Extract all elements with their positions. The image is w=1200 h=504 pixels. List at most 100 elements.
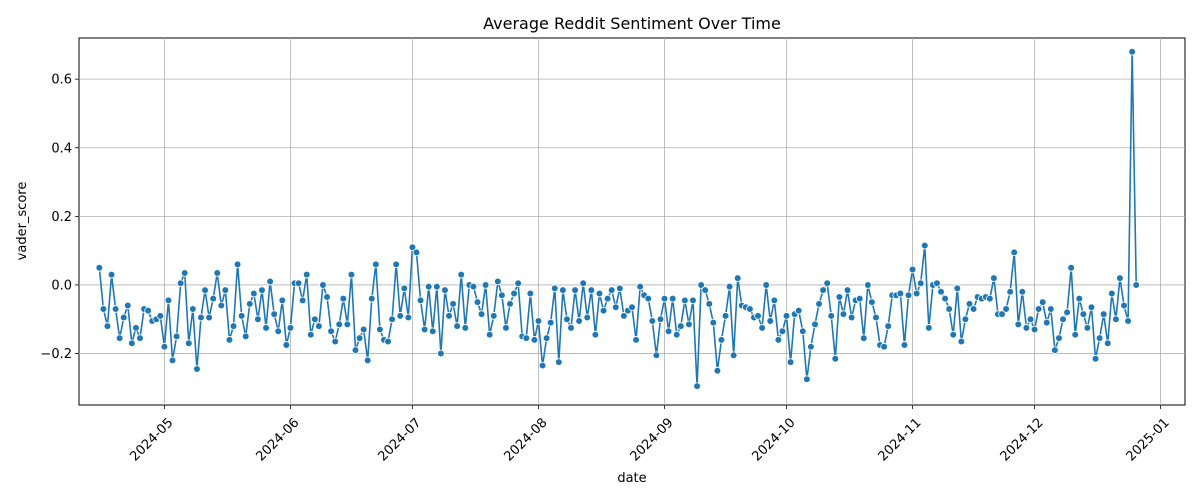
data-point — [754, 312, 762, 320]
data-point — [233, 260, 242, 269]
data-point — [168, 356, 177, 365]
data-point — [119, 313, 128, 322]
data-point — [986, 294, 994, 303]
data-point — [172, 332, 181, 341]
data-point — [95, 263, 104, 272]
y-axis-label: vader_score — [15, 182, 30, 261]
data-point — [896, 289, 905, 298]
data-point — [697, 281, 705, 289]
data-point — [201, 286, 209, 294]
data-point — [1022, 324, 1031, 332]
data-point — [648, 317, 657, 325]
data-point — [961, 315, 970, 324]
data-point — [550, 284, 559, 293]
data-point — [579, 279, 588, 288]
data-point — [872, 313, 880, 322]
data-point — [1002, 305, 1010, 313]
data-point — [1030, 325, 1039, 334]
data-point — [184, 339, 193, 348]
data-point — [485, 330, 494, 339]
data-point — [197, 313, 205, 322]
data-point — [111, 305, 120, 313]
data-point — [103, 322, 112, 330]
data-point — [428, 327, 437, 336]
data-point — [689, 296, 697, 305]
data-point — [481, 281, 490, 289]
data-point — [827, 312, 836, 320]
data-point — [1026, 315, 1035, 324]
data-point — [904, 291, 913, 300]
x-tick-label: 2024-12 — [998, 415, 1047, 464]
data-point — [494, 277, 502, 286]
data-point — [412, 248, 421, 257]
data-point — [502, 324, 510, 332]
data-point — [933, 279, 941, 288]
x-tick-label: 2024-11 — [876, 415, 925, 464]
data-point — [1075, 294, 1084, 303]
data-point — [294, 279, 303, 288]
data-point — [676, 322, 685, 330]
data-point — [176, 279, 185, 288]
data-point — [912, 289, 921, 298]
data-point — [396, 312, 405, 320]
data-point — [1071, 330, 1080, 339]
data-point — [990, 274, 998, 282]
data-point — [1059, 315, 1067, 324]
data-point — [469, 282, 478, 291]
data-point — [477, 310, 486, 318]
data-point — [209, 294, 217, 303]
data-point — [424, 282, 433, 291]
data-point — [347, 270, 356, 279]
data-point — [164, 296, 173, 305]
data-point — [599, 306, 608, 315]
data-point — [1083, 324, 1092, 332]
data-point — [920, 241, 929, 250]
data-point — [160, 342, 169, 351]
data-point — [1067, 263, 1075, 272]
data-point — [729, 351, 738, 360]
data-point — [270, 310, 278, 318]
data-point — [1079, 310, 1088, 318]
data-point — [864, 281, 872, 289]
data-point — [847, 313, 856, 322]
data-point — [461, 324, 470, 332]
data-point — [815, 300, 823, 308]
data-point — [563, 315, 571, 324]
data-point — [1103, 339, 1112, 348]
data-point — [392, 260, 400, 269]
data-point — [721, 312, 730, 320]
data-point — [868, 298, 876, 306]
data-point — [351, 346, 360, 354]
data-point — [128, 339, 136, 348]
data-point — [331, 337, 339, 346]
data-point — [859, 334, 868, 342]
data-point — [355, 334, 364, 342]
data-point — [245, 300, 254, 308]
data-point — [229, 322, 238, 330]
data-point — [302, 270, 311, 279]
data-point — [587, 286, 596, 294]
data-point — [1055, 334, 1063, 342]
data-point — [685, 320, 693, 329]
data-point — [115, 334, 124, 342]
data-point — [514, 279, 522, 288]
data-point — [1099, 310, 1108, 318]
data-point — [900, 341, 909, 349]
data-point — [672, 330, 681, 339]
data-point — [306, 330, 315, 339]
data-point — [180, 269, 189, 277]
data-point — [388, 315, 396, 324]
y-tick-label: 0.4 — [51, 141, 72, 156]
data-point — [367, 294, 376, 303]
plot-area — [78, 37, 1186, 406]
data-point — [953, 284, 962, 293]
data-point — [916, 279, 925, 288]
data-point — [278, 296, 287, 305]
data-point — [1047, 305, 1055, 313]
data-point — [457, 270, 466, 279]
data-point — [498, 291, 506, 300]
data-point — [1108, 289, 1116, 298]
data-point — [205, 313, 213, 322]
data-point — [546, 318, 555, 327]
